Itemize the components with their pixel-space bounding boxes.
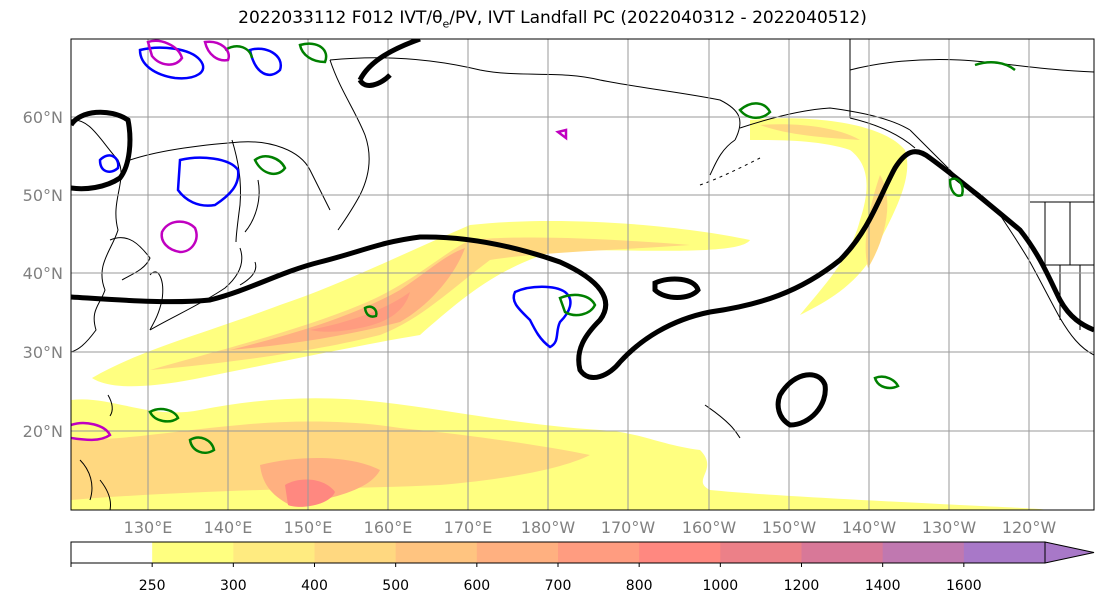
- colorbar-tick-label: 300: [220, 578, 247, 594]
- coast-hawaii: [704, 404, 741, 439]
- map-title: 2022033112 F012 IVT/θe/PV, IVT Landfall …: [238, 8, 867, 31]
- lat-label: 60°N: [23, 108, 63, 127]
- theta-green-gulf: [738, 102, 772, 119]
- lat-label: 30°N: [23, 343, 63, 362]
- colorbar-segment: [558, 542, 640, 563]
- lon-label: 160°W: [682, 518, 737, 537]
- colorbar-tick-label: 600: [463, 578, 490, 594]
- colorbar-tick-label: 400: [301, 578, 328, 594]
- pv-black-loop-1: [652, 276, 701, 300]
- colorbar-tick-label: 250: [139, 578, 166, 594]
- ivt-plume-west-peak: [310, 292, 410, 332]
- theta-green-tl: [224, 42, 328, 64]
- pv-contours-black: [71, 39, 1094, 428]
- theta-blue-topleft: [138, 46, 205, 80]
- theta-green-japan: [253, 155, 287, 176]
- theta-contours-green: [148, 42, 1016, 454]
- colorbar-segment: [801, 542, 884, 563]
- lon-label: 160°E: [364, 518, 413, 537]
- theta-blue-asia: [98, 154, 120, 173]
- colorbar-segment: [152, 542, 234, 563]
- coast-china-east: [109, 237, 151, 281]
- colorbar-segment: [71, 542, 153, 563]
- coast-taiwan: [107, 394, 113, 417]
- lon-label: 150°E: [284, 518, 333, 537]
- ivt-arc-east: [750, 118, 908, 315]
- colorbar-tick-label: 1000: [703, 578, 739, 594]
- theta-green-sw1: [148, 407, 180, 423]
- coast-arctic: [849, 58, 1094, 73]
- lon-label: 140°W: [842, 518, 897, 537]
- coast-kamchatka: [329, 59, 370, 231]
- pv-magenta-small: [555, 128, 568, 141]
- lon-label: 120°W: [1002, 518, 1057, 537]
- lon-label: 140°E: [204, 518, 253, 537]
- theta-green-ne: [974, 61, 1016, 72]
- ivt-band-south-peak: [285, 479, 335, 507]
- coast-philippines: [79, 459, 111, 510]
- colorbar-tick-label: 700: [545, 578, 572, 594]
- contours: [71, 39, 1094, 454]
- colorbar-tick-label: 1600: [946, 578, 982, 594]
- pv-magenta-japan: [160, 220, 198, 254]
- lon-label: 180°W: [521, 518, 576, 537]
- theta-contours-blue: [98, 46, 572, 349]
- ivt-arc-east-north: [760, 124, 860, 140]
- coast-bc: [999, 214, 1094, 356]
- lat-label: 50°N: [23, 186, 63, 205]
- border-states: [1044, 202, 1094, 330]
- lon-label: 170°W: [601, 518, 656, 537]
- lat-labels: 60°N 50°N 40°N 30°N 20°N: [23, 108, 63, 441]
- colorbar: 250 300 400 500 600 700 800 1000 1200 1400 1600: [70, 541, 1095, 594]
- pv-black-top: [357, 39, 421, 88]
- theta-green-se: [873, 375, 900, 390]
- colorbar-tick-label: 500: [382, 578, 409, 594]
- pv-magenta-tl2: [203, 40, 231, 62]
- lon-label: 130°W: [922, 518, 977, 537]
- lat-label: 40°N: [23, 264, 63, 283]
- colorbar-tick-label: 800: [626, 578, 653, 594]
- theta-blue-japan: [176, 156, 240, 207]
- colorbar-segment: [395, 542, 478, 563]
- colorbar-segment: [639, 542, 721, 563]
- theta-green-mid: [363, 305, 378, 318]
- coast-sakhalin: [231, 139, 241, 243]
- colorbar-segment: [476, 542, 559, 563]
- colorbar-segment: [963, 542, 1046, 563]
- coast-japan: [149, 179, 260, 331]
- pv-black-nw: [71, 109, 133, 192]
- colorbar-tick-label: 1400: [865, 578, 901, 594]
- map-frame: [70, 38, 1095, 511]
- colorbar-segment: [882, 542, 965, 563]
- coast-siberia: [329, 57, 741, 141]
- lat-label: 20°N: [23, 422, 63, 441]
- coast-alaska-west: [709, 107, 911, 176]
- ivt-shading: [71, 118, 1050, 510]
- lon-label: 130°E: [124, 518, 173, 537]
- theta-blue-tl2: [248, 47, 282, 76]
- theta-green-bc: [948, 177, 964, 197]
- pv-black-loop-2: [775, 372, 828, 428]
- lon-label: 170°E: [444, 518, 493, 537]
- pv-magenta-tl: [146, 39, 184, 66]
- colorbar-segment: [720, 542, 802, 563]
- theta-green-center: [558, 293, 597, 317]
- colorbar-segment: [314, 542, 397, 563]
- theta-green-sw2: [188, 436, 216, 454]
- coast-okhotsk: [129, 141, 331, 211]
- pv-magenta-sw: [71, 421, 112, 442]
- gridlines: [71, 39, 1094, 510]
- lon-label: 150°W: [762, 518, 817, 537]
- pv-black-main: [71, 149, 1094, 380]
- colorbar-segment: [233, 542, 315, 563]
- lon-labels: 130°E 140°E 150°E 160°E 170°E 180°W 170°W 160°W…: [124, 518, 1057, 537]
- theta-subscript: e: [442, 17, 450, 31]
- colorbar-tick-label: 1200: [784, 578, 820, 594]
- coast-asia: [71, 119, 122, 353]
- theta-blue-center: [512, 285, 572, 349]
- border-alaska-canada: [849, 39, 916, 149]
- colorbar-extend-arrow: [1044, 541, 1095, 564]
- pv-contours-magenta: [71, 39, 568, 442]
